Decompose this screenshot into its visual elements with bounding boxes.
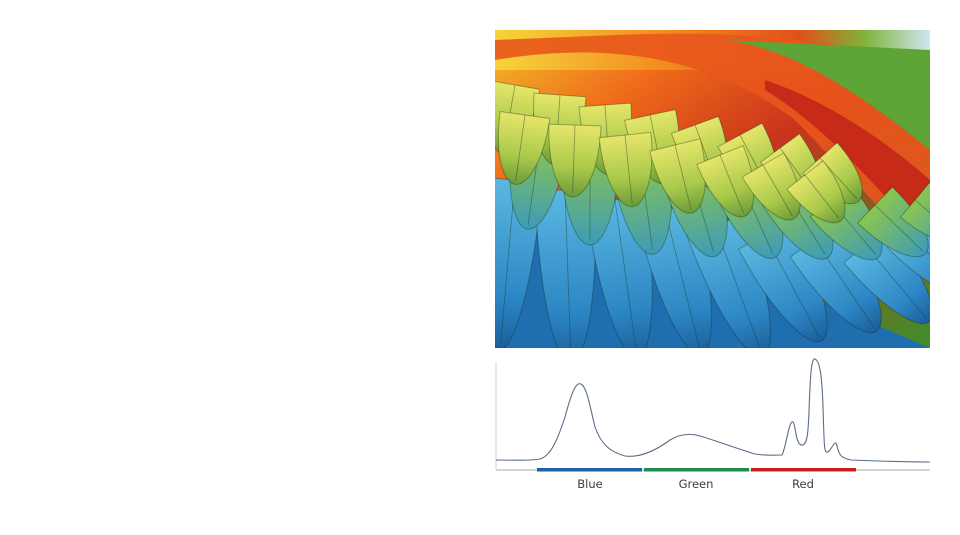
band-label-red: Red [792, 477, 814, 491]
band-label-green: Green [678, 477, 714, 491]
band-label-blue: Blue [577, 477, 603, 491]
parrot-feather-photo [495, 30, 930, 348]
band-bar-green [644, 468, 749, 472]
color-spectrum-chart: Blue Green Red [495, 352, 931, 492]
band-bar-red [751, 468, 856, 472]
band-bar-blue [537, 468, 642, 472]
spectrum-curve [495, 358, 931, 463]
